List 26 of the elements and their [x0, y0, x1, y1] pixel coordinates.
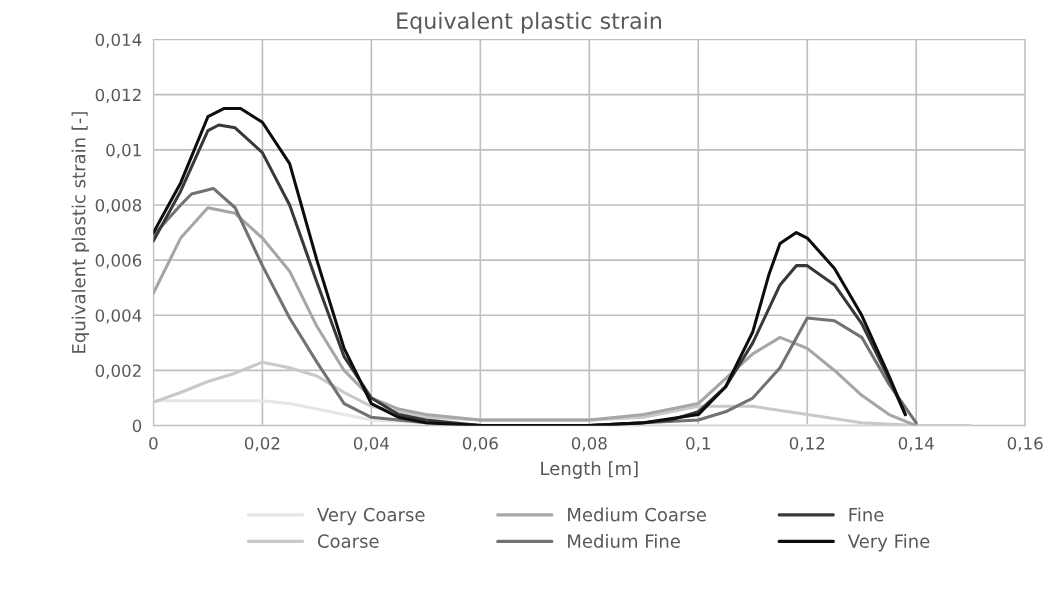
x-tick-label: 0,02 — [244, 437, 280, 452]
y-tick-label: 0,002 — [95, 364, 141, 379]
y-tick-label: 0,004 — [95, 309, 142, 324]
chart-title: Equivalent plastic strain — [397, 11, 662, 34]
x-tick-label: 0 — [149, 437, 158, 450]
y-tick-label: 0,006 — [95, 254, 142, 269]
legend-label: Medium Fine — [568, 533, 680, 548]
x-tick-label: 0,08 — [571, 437, 607, 452]
legend-label: Very Coarse — [317, 507, 425, 525]
y-tick-label: 0,008 — [95, 198, 142, 214]
legend-label: Medium Coarse — [568, 507, 706, 522]
y-tick-label: 0,012 — [95, 88, 141, 103]
x-tick-label: 0,06 — [462, 437, 498, 452]
x-tick-label: 0,12 — [789, 437, 825, 452]
legend-label: Fine — [849, 507, 884, 522]
y-tick-label: 0,01 — [106, 143, 141, 159]
y-tick-label: 0,014 — [95, 33, 142, 48]
x-tick-label: 0,14 — [898, 437, 934, 452]
y-tick-label: 0 — [132, 419, 142, 433]
y-axis-title: Equivalent plastic strain [-] — [71, 112, 90, 353]
x-axis-title: Length [m] — [541, 461, 638, 479]
x-tick-label: 0,1 — [686, 437, 710, 452]
legend-label: Very Fine — [847, 533, 930, 552]
x-tick-label: 0,04 — [353, 437, 389, 452]
legend-label: Coarse — [317, 534, 379, 548]
x-tick-label: 0,16 — [1007, 437, 1043, 452]
